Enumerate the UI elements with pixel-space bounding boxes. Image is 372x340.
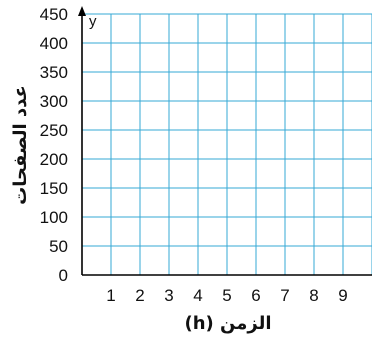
y-tick-label: 100 (40, 208, 68, 227)
y-tick-label: 450 (40, 5, 68, 24)
y-tick-label: 350 (40, 63, 68, 82)
x-tick-label: 3 (164, 286, 173, 305)
x-tick-label: 5 (222, 286, 231, 305)
x-axis-title: الزمن (h) (184, 313, 271, 334)
y-tick-label: 0 (59, 266, 68, 285)
grid (82, 13, 372, 275)
x-tick-label: 8 (309, 286, 318, 305)
y-tick-label: 150 (40, 179, 68, 198)
x-tick-label: 6 (251, 286, 260, 305)
x-tick-label: 9 (338, 286, 347, 305)
y-tick-label: 400 (40, 34, 68, 53)
y-axis-title: عدد الصفحات (10, 85, 31, 205)
y-axis-arrow (78, 6, 86, 16)
y-tick-label: 200 (40, 150, 68, 169)
x-tick-label: 1 (106, 286, 115, 305)
y-axis-letter: y (89, 13, 97, 30)
x-tick-label: 4 (193, 286, 202, 305)
y-tick-label: 250 (40, 121, 68, 140)
x-tick-label: 2 (135, 286, 144, 305)
tick-labels: 0 50 100 150 200 250 300 350 400 450 1 2 3 4 5 6 7 8 9 (40, 5, 348, 305)
axes (78, 6, 372, 276)
x-tick-label: 7 (280, 286, 289, 305)
y-tick-label: 50 (49, 237, 68, 256)
y-tick-label: 300 (40, 92, 68, 111)
